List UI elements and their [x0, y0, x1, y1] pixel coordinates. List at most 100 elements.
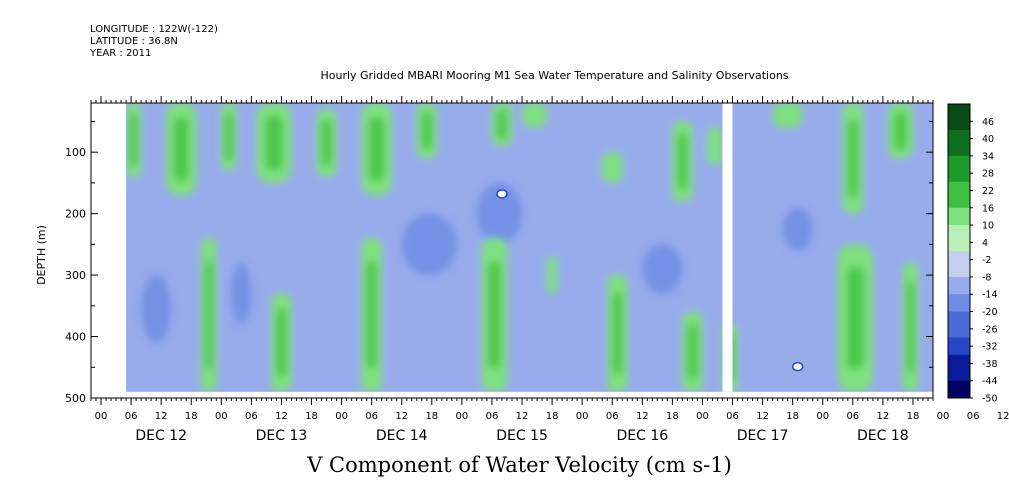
colorbar-label: 4 [982, 238, 988, 249]
x-hour-label: 06 [486, 411, 499, 422]
x-hour-label: 00 [816, 411, 829, 422]
field-features [126, 103, 918, 392]
colorbar-segment [948, 311, 970, 321]
southward-core [476, 182, 523, 245]
colorbar-segment [948, 190, 970, 200]
x-hour-label: 12 [997, 411, 1009, 422]
colorbar-segment [948, 328, 970, 338]
x-hour-label: 12 [155, 411, 168, 422]
colorbar-segment [948, 112, 970, 122]
colorbar-segment [948, 251, 970, 261]
colorbar-segment [948, 242, 970, 252]
x-day-label: DEC 18 [857, 428, 909, 444]
x-hour-label: 00 [456, 411, 469, 422]
colorbar-label: 10 [982, 221, 994, 232]
colorbar-segment [948, 181, 970, 191]
colorbar-label: 46 [982, 117, 994, 128]
northward-band [547, 256, 558, 294]
colorbar-segment [948, 302, 970, 313]
colorbar-segment [948, 268, 970, 278]
velocity-field [126, 103, 934, 392]
x-day-label: DEC 16 [616, 428, 668, 444]
colorbar-segment [948, 225, 970, 235]
x-hour-label: 00 [215, 411, 228, 422]
colorbar-segment [948, 363, 970, 373]
y-axis-title: DEPTH (m) [35, 225, 48, 285]
x-day-label: DEC 12 [135, 428, 187, 444]
colorbar-segment [948, 164, 970, 174]
colorbar-segment [948, 276, 970, 287]
x-hour-label: 00 [937, 411, 950, 422]
colorbar-segment [948, 337, 970, 347]
colorbar-label: 34 [982, 151, 994, 162]
x-hour-label: 06 [125, 411, 138, 422]
northward-band-core [205, 261, 213, 369]
x-hour-label: 12 [756, 411, 769, 422]
x-hour-label: 12 [275, 411, 288, 422]
y-tick-label: 300 [65, 269, 86, 282]
colorbar-segment [948, 294, 970, 304]
colorbar-label: 16 [982, 203, 994, 214]
longitude-label: LONGITUDE : 122W(-122) [90, 24, 218, 35]
colorbar-label: -38 [982, 359, 998, 370]
northward-band-core [421, 111, 432, 151]
colorbar-segment [948, 138, 970, 148]
northward-band-core [173, 116, 189, 182]
colorbar-segment [948, 285, 970, 295]
colorbar-segment [948, 259, 970, 269]
year-label: YEAR : 2011 [90, 48, 152, 59]
x-hour-label: 12 [395, 411, 408, 422]
colorbar: 46 40 34 28 22 16 10 4 -2 -8 -14 -20 -26 -32 -38 -44 -50 [947, 103, 998, 405]
northward-band-core [846, 266, 865, 370]
x-axis: 00 06 12 18 00 06 12 18 00 06 12 18 00 06 12 18 00 06 12 18… [90, 96, 1009, 444]
southward-core [231, 262, 252, 325]
x-hour-label: 06 [726, 411, 739, 422]
x-hour-label: 06 [245, 411, 258, 422]
colorbar-segment [948, 216, 970, 226]
colorbar-segment [948, 207, 970, 217]
northward-band-core [129, 114, 138, 166]
x-hour-label: 06 [606, 411, 619, 422]
northward-band-core [369, 116, 385, 182]
x-hour-label: 18 [546, 411, 559, 422]
x-hour-label: 18 [666, 411, 679, 422]
northward-band [602, 152, 623, 183]
northward-band [772, 103, 803, 128]
missing-data-spot [496, 189, 508, 199]
colorbar-segment [948, 233, 970, 243]
x-hour-label: 18 [305, 411, 318, 422]
chart-title: Hourly Gridded MBARI Mooring M1 Sea Wate… [320, 69, 789, 82]
x-hour-label: 06 [846, 411, 859, 422]
colorbar-label: -32 [982, 342, 998, 353]
y-tick-label: 200 [65, 208, 86, 221]
colorbar-segment [948, 104, 970, 114]
x-axis-title: V Component of Water Velocity (cm s-1) [307, 453, 732, 477]
x-day-label: DEC 13 [256, 428, 308, 444]
x-hour-label: 06 [365, 411, 378, 422]
northward-band-core [496, 109, 507, 140]
x-hour-label: 18 [786, 411, 799, 422]
colorbar-segment [948, 121, 970, 131]
colorbar-label: -8 [982, 272, 991, 283]
colorbar-segment [948, 129, 970, 140]
colorbar-segment [948, 372, 970, 382]
colorbar-label: -50 [982, 394, 998, 405]
x-hour-label: 06 [967, 411, 980, 422]
colorbar-segment [948, 354, 970, 364]
southward-core [782, 207, 813, 251]
northward-band [707, 127, 723, 165]
southward-core [401, 213, 457, 276]
x-day-label: DEC 17 [737, 428, 789, 444]
colorbar-segment [948, 199, 970, 209]
northward-band-core [847, 119, 858, 198]
colorbar-label: -20 [982, 307, 998, 318]
northward-band-core [906, 282, 915, 373]
x-hour-label: 00 [576, 411, 589, 422]
x-hour-label: 00 [696, 411, 709, 422]
x-hour-label: 00 [335, 411, 348, 422]
x-day-label: DEC 15 [496, 428, 548, 444]
colorbar-label: -26 [982, 324, 998, 335]
colorbar-segment [948, 173, 970, 183]
northward-band-core [321, 119, 332, 167]
